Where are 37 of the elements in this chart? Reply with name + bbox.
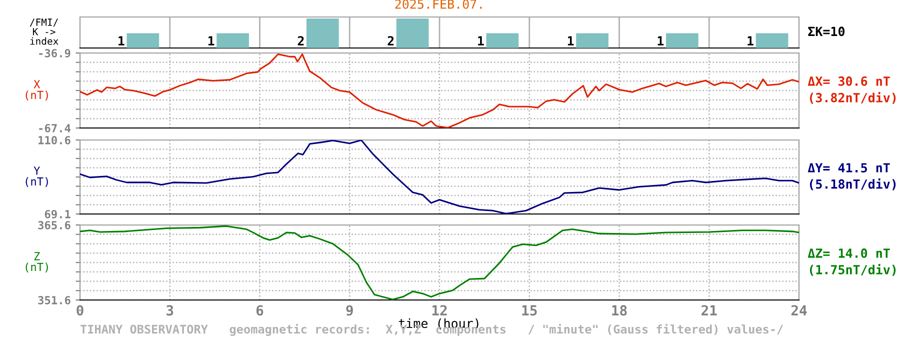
text: (5.18nT/div): [810, 178, 896, 190]
data-label: 1: [118, 36, 124, 46]
y-axis-title: Y (nT): [26, 166, 48, 187]
x-tick-label: 15: [522, 305, 537, 316]
text: ΔY= 41.5 nT: [808, 163, 890, 172]
y-tick-label: 351.6: [38, 296, 70, 304]
line-series: [80, 140, 799, 214]
text: (1.75nT/div): [810, 264, 896, 276]
y-tick-label: 365.6: [38, 220, 70, 230]
line-series: [80, 53, 799, 128]
text: ΔZ= 14.0 nT: [808, 248, 890, 258]
y-tick-label: 110.6: [38, 136, 70, 144]
x-tick-label: 24: [791, 305, 807, 316]
x-tick-label: 6: [256, 305, 264, 316]
data-label: 1: [658, 36, 664, 46]
x-tick-label: 12: [432, 305, 447, 316]
data-label: 2: [388, 36, 394, 46]
data-label: 1: [568, 36, 574, 46]
y-axis-title: /FMI/ K -> index: [30, 18, 58, 45]
data-label: 1: [478, 36, 484, 46]
data-label: 1: [208, 36, 214, 46]
text: ΔX= 30.6 nT: [808, 76, 890, 86]
y-tick-label: 69.1: [44, 210, 70, 218]
x-tick-label: 3: [166, 305, 174, 316]
data-label: 1: [748, 36, 754, 46]
y-tick-label: -36.9: [39, 48, 70, 58]
y-axis-title: X (nT): [26, 80, 48, 100]
data-label: 2: [298, 36, 304, 46]
y-axis-title: Z (nT): [26, 252, 48, 272]
text: ΣK=10: [808, 26, 845, 36]
x-tick-label: 18: [612, 305, 627, 316]
y-tick-label: -67.4: [39, 124, 70, 132]
x-tick-label: 21: [702, 305, 717, 316]
text: (3.82nT/div): [810, 92, 896, 104]
line-series: [80, 225, 799, 300]
x-tick-label: 0: [76, 305, 84, 316]
x-tick-label: 9: [346, 305, 353, 316]
